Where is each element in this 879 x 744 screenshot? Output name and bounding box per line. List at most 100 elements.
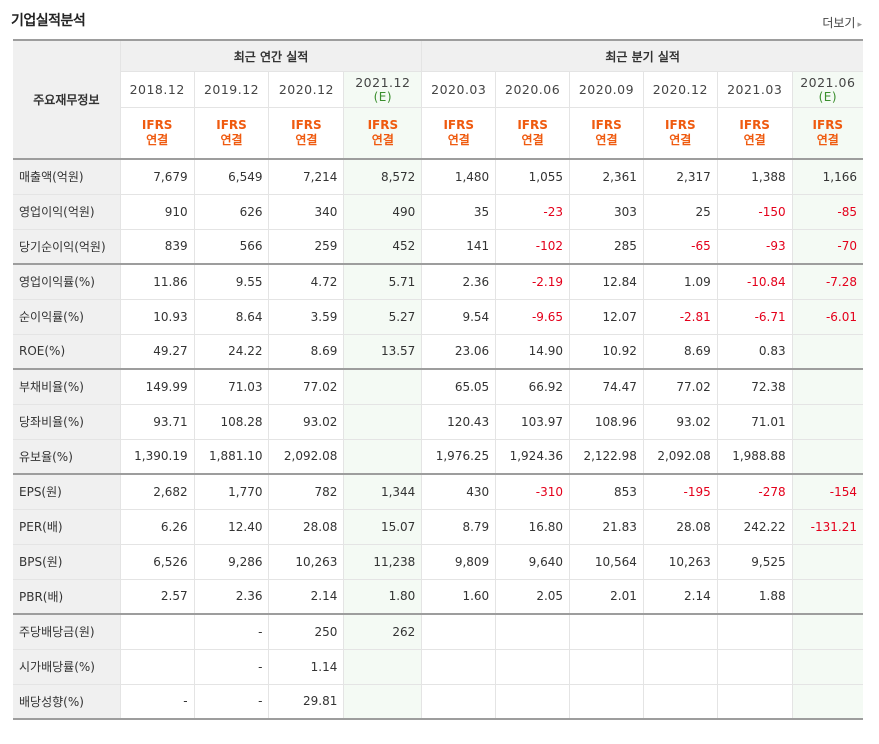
data-cell: 72.38: [716, 368, 793, 405]
data-cell: 1.09: [642, 263, 718, 300]
basis-consolidation: 연결: [371, 133, 394, 147]
row-label: ROE(%): [13, 333, 121, 370]
data-cell: 141: [421, 228, 497, 265]
table-row: 매출액(억원) 7,679 6,549 7,214 8,572 1,480 1,055 2,3…: [13, 158, 863, 195]
data-cell: -93: [716, 228, 793, 265]
data-cell: 77.02: [268, 368, 345, 405]
accounting-basis: IFRS 연결: [193, 107, 270, 160]
data-cell: -131.21: [791, 508, 863, 545]
data-cell: 93.02: [642, 403, 718, 440]
period-header: 2020.06: [495, 71, 571, 108]
data-cell: 303: [569, 193, 644, 230]
data-cell: 285: [569, 228, 644, 265]
table-row: PER(배) 6.26 12.40 28.08 15.07 8.79 16.80 21.83 2…: [13, 508, 863, 545]
row-label: 순이익률(%): [13, 298, 121, 335]
data-cell: 0.83: [716, 333, 793, 370]
row-label: 유보율(%): [13, 438, 121, 475]
data-cell: 108.28: [193, 403, 270, 440]
data-cell: 2.36: [421, 263, 497, 300]
data-cell: 23.06: [421, 333, 497, 370]
data-cell: 21.83: [569, 508, 644, 545]
data-cell: 24.22: [193, 333, 270, 370]
data-cell: 5.27: [343, 298, 423, 335]
period-label: 2018.12: [129, 82, 185, 97]
accounting-basis: IFRS 연결: [119, 107, 195, 160]
data-cell: [343, 438, 423, 475]
basis-consolidation: 연결: [816, 133, 839, 147]
data-cell: 9.54: [421, 298, 497, 335]
data-cell: 2,092.08: [642, 438, 718, 475]
data-cell: -9.65: [495, 298, 571, 335]
period-label: 2020.03: [431, 82, 487, 97]
data-cell: [495, 648, 571, 685]
data-cell: 1.88: [716, 578, 793, 615]
period-header: 2020.12: [268, 71, 345, 108]
data-cell: 9,640: [495, 543, 571, 580]
data-cell: [119, 648, 195, 685]
data-cell: 430: [421, 473, 497, 510]
data-cell: -85: [791, 193, 863, 230]
data-cell: -310: [495, 473, 571, 510]
estimate-mark: (E): [818, 89, 838, 104]
data-cell: 71.03: [193, 368, 270, 405]
data-cell: [716, 613, 793, 650]
estimate-mark: (E): [373, 89, 393, 104]
data-cell: 28.08: [268, 508, 345, 545]
data-cell: -195: [642, 473, 718, 510]
basis-consolidation: 연결: [146, 133, 169, 147]
row-label: 당좌비율(%): [13, 403, 121, 440]
data-cell: 10.93: [119, 298, 195, 335]
data-cell: 452: [343, 228, 423, 265]
data-cell: -2.81: [642, 298, 718, 335]
data-cell: 490: [343, 193, 423, 230]
data-cell: 108.96: [569, 403, 644, 440]
period-header: 2020.03: [421, 71, 497, 108]
data-cell: [343, 648, 423, 685]
data-cell: -: [193, 648, 270, 685]
period-label: 2020.06: [505, 82, 561, 97]
data-cell: -: [119, 683, 195, 720]
data-cell: 66.92: [495, 368, 571, 405]
data-cell: -: [193, 613, 270, 650]
table-row: 순이익률(%) 10.93 8.64 3.59 5.27 9.54 -9.65 12.07 -2…: [13, 298, 863, 335]
data-cell: 1.80: [343, 578, 423, 615]
data-cell: -154: [791, 473, 863, 510]
data-cell: -23: [495, 193, 571, 230]
data-cell: 1,390.19: [119, 438, 195, 475]
accounting-basis: IFRS 연결: [791, 107, 863, 160]
period-header: 2021.03: [716, 71, 793, 108]
data-cell: 2,317: [642, 158, 718, 195]
data-cell: 71.01: [716, 403, 793, 440]
data-cell: 10.92: [569, 333, 644, 370]
data-cell: [642, 613, 718, 650]
basis-standard: IFRS: [141, 118, 173, 132]
table-row: 시가배당률(%) -1.14: [13, 648, 863, 685]
data-cell: 49.27: [119, 333, 195, 370]
row-label: 부채비율(%): [13, 368, 121, 405]
table-row: 영업이익(억원) 910 626 340 490 35 -23 303 25 -150 -85: [13, 193, 863, 230]
basis-standard: IFRS: [665, 118, 696, 132]
data-cell: [343, 368, 423, 405]
data-cell: [791, 578, 863, 615]
accounting-basis: IFRS 연결: [642, 107, 718, 160]
table-row: ROE(%) 49.27 24.22 8.69 13.57 23.06 14.90 10.92…: [13, 333, 863, 370]
basis-consolidation: 연결: [743, 133, 766, 147]
accounting-basis: IFRS 연결: [343, 107, 423, 160]
table-row: BPS(원) 6,526 9,286 10,263 11,238 9,809 9,640 10…: [13, 543, 863, 580]
table-row: 유보율(%) 1,390.19 1,881.10 2,092.08 1,976.25 1,…: [13, 438, 863, 475]
basis-standard: IFRS: [812, 118, 844, 132]
data-cell: -278: [716, 473, 793, 510]
data-cell: 1,388: [716, 158, 793, 195]
data-cell: [716, 683, 793, 720]
row-label: 배당성향(%): [13, 683, 121, 720]
row-label: PBR(배): [13, 578, 121, 615]
data-cell: -2.19: [495, 263, 571, 300]
basis-consolidation: 연결: [220, 133, 243, 147]
data-cell: [642, 648, 718, 685]
table-row: 주당배당금(원) -250 262: [13, 613, 863, 650]
more-link[interactable]: 더보기 ▸: [822, 14, 862, 31]
data-cell: -65: [642, 228, 718, 265]
data-cell: 9,809: [421, 543, 497, 580]
row-label: BPS(원): [13, 543, 121, 580]
